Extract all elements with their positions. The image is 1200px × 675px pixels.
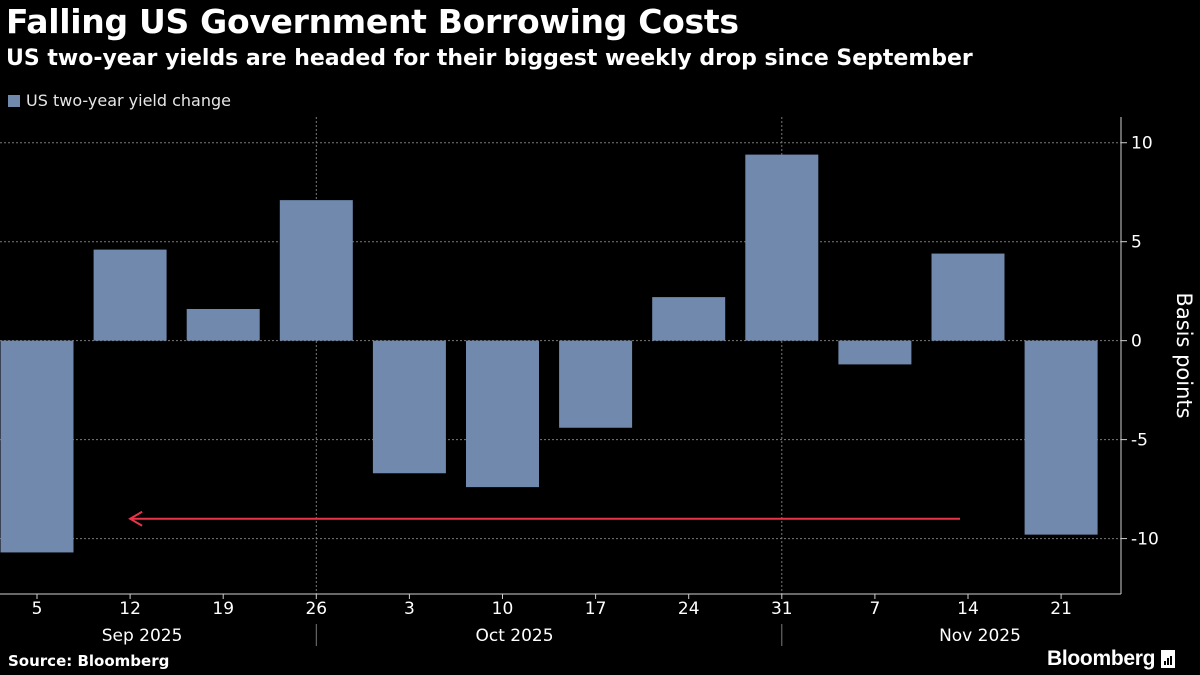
bar [279, 200, 353, 341]
legend: US two-year yield change [8, 91, 231, 110]
chart-icon [1161, 650, 1176, 668]
bar [559, 340, 633, 428]
month-label: Sep 2025 [102, 626, 183, 646]
x-tick-label: 3 [404, 599, 415, 619]
source-note: Source: Bloomberg [8, 652, 170, 670]
y-tick-label: 0 [1131, 332, 1142, 352]
x-tick-label: 5 [32, 599, 43, 619]
bar [745, 154, 819, 341]
bar [372, 340, 446, 474]
y-tick-label: 10 [1131, 134, 1153, 154]
chart-title: Falling US Government Borrowing Costs [6, 2, 739, 41]
bar [838, 340, 912, 365]
x-tick-label: 24 [678, 599, 700, 619]
x-tick-label: 12 [119, 599, 141, 619]
bar [186, 308, 260, 341]
y-tick-label: -5 [1131, 431, 1148, 451]
x-tick-label: 21 [1050, 599, 1072, 619]
bar [93, 249, 167, 341]
logo-wordmark: Bloomberg [1047, 647, 1156, 670]
bar [466, 340, 539, 488]
x-tick-label: 14 [957, 599, 979, 619]
x-tick-label: 7 [869, 599, 880, 619]
arrow-head [128, 510, 143, 527]
y-tick-label: 5 [1131, 233, 1142, 253]
legend-swatch [8, 94, 20, 107]
y-tick-label: -10 [1131, 530, 1159, 550]
month-label: Oct 2025 [475, 626, 553, 646]
x-tick-label: 31 [771, 599, 793, 619]
chart-subtitle: US two-year yields are headed for their … [6, 46, 973, 71]
bar [0, 340, 74, 553]
y-axis-label: Basis points [1172, 292, 1196, 418]
bar [931, 253, 1005, 341]
x-tick-label: 19 [212, 599, 234, 619]
bar [652, 297, 726, 341]
x-tick-label: 17 [585, 599, 607, 619]
x-tick-label: 10 [492, 599, 514, 619]
legend-label: US two-year yield change [26, 91, 231, 110]
x-tick-label: 26 [305, 599, 327, 619]
month-label: Nov 2025 [939, 626, 1021, 646]
bar [1024, 340, 1098, 535]
bloomberg-logo: Bloomberg [1047, 647, 1176, 671]
